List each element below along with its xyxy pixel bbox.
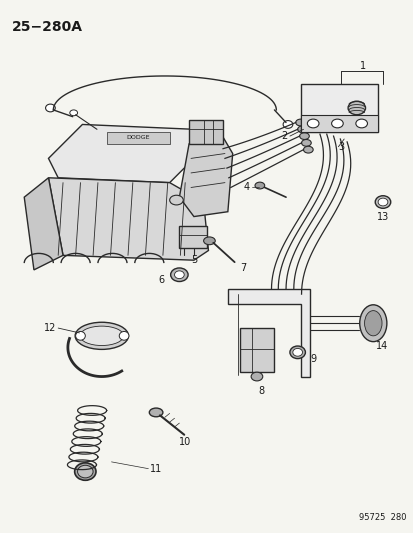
Bar [179, 227, 206, 248]
Text: 6: 6 [158, 274, 164, 285]
Text: 14: 14 [375, 341, 387, 351]
Ellipse shape [254, 182, 264, 189]
Text: 25−280A: 25−280A [12, 20, 83, 35]
Ellipse shape [149, 408, 162, 417]
Ellipse shape [76, 332, 85, 340]
Ellipse shape [364, 311, 381, 336]
Polygon shape [48, 178, 208, 260]
Bar [300, 115, 377, 132]
Text: 5: 5 [190, 255, 197, 265]
Ellipse shape [377, 198, 387, 206]
Polygon shape [227, 289, 309, 376]
Ellipse shape [297, 126, 306, 133]
Text: 9: 9 [309, 354, 316, 364]
Bar [300, 84, 377, 132]
Ellipse shape [174, 271, 184, 279]
Ellipse shape [306, 119, 318, 128]
Text: 3: 3 [337, 142, 344, 152]
Ellipse shape [80, 326, 123, 345]
Polygon shape [24, 178, 63, 270]
Ellipse shape [170, 268, 188, 281]
Ellipse shape [299, 133, 309, 140]
Text: 12: 12 [44, 323, 56, 333]
Ellipse shape [203, 237, 215, 245]
Ellipse shape [77, 465, 93, 478]
Ellipse shape [359, 305, 386, 342]
Text: 2: 2 [281, 131, 287, 141]
Ellipse shape [289, 346, 305, 359]
Ellipse shape [295, 119, 305, 126]
Ellipse shape [45, 104, 55, 112]
Ellipse shape [169, 195, 183, 205]
Ellipse shape [119, 332, 128, 340]
Ellipse shape [292, 349, 302, 356]
Polygon shape [179, 137, 232, 216]
Text: 95725  280: 95725 280 [358, 513, 405, 522]
Text: 1: 1 [359, 61, 365, 71]
Ellipse shape [74, 463, 96, 480]
Text: DODGE: DODGE [126, 134, 149, 140]
Ellipse shape [303, 146, 312, 153]
Bar [107, 132, 169, 144]
Ellipse shape [282, 120, 292, 128]
Ellipse shape [347, 101, 365, 115]
Text: 13: 13 [376, 212, 388, 222]
Text: 11: 11 [150, 464, 162, 474]
Ellipse shape [331, 119, 342, 128]
Text: 4: 4 [243, 182, 249, 192]
Ellipse shape [75, 322, 128, 350]
Ellipse shape [70, 110, 77, 116]
Ellipse shape [301, 140, 311, 146]
Ellipse shape [374, 196, 390, 208]
Bar [240, 328, 274, 372]
Ellipse shape [251, 372, 262, 381]
Text: 7: 7 [240, 263, 246, 273]
Polygon shape [48, 124, 203, 183]
Bar [189, 119, 223, 144]
Ellipse shape [355, 119, 367, 128]
Text: 8: 8 [258, 386, 264, 396]
Text: 10: 10 [179, 438, 191, 448]
